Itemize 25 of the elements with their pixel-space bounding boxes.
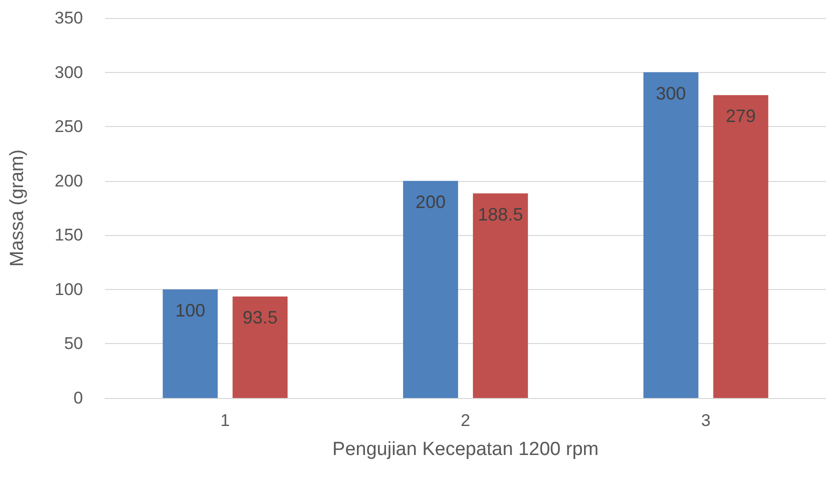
bar bbox=[162, 289, 218, 398]
y-tick-label: 350 bbox=[54, 8, 83, 28]
bar bbox=[232, 296, 288, 398]
data-label: 93.5 bbox=[242, 307, 278, 328]
data-label: 100 bbox=[175, 300, 206, 320]
bar bbox=[713, 95, 768, 398]
x-tick-label: 3 bbox=[701, 411, 711, 430]
x-axis-title: Pengujian Kecepatan 1200 rpm bbox=[332, 439, 599, 460]
data-label: 200 bbox=[416, 192, 446, 212]
y-tick-label: 0 bbox=[74, 388, 83, 408]
y-tick-label: 150 bbox=[54, 226, 83, 245]
y-tick-label: 200 bbox=[54, 171, 83, 190]
y-tick-label: 50 bbox=[64, 334, 83, 354]
data-label: 300 bbox=[656, 83, 686, 104]
y-tick-label: 300 bbox=[54, 62, 83, 82]
y-tick-label: 100 bbox=[54, 280, 83, 299]
y-tick-label: 250 bbox=[54, 117, 83, 136]
y-axis-title: Massa (gram) bbox=[7, 149, 28, 267]
x-tick-label: 1 bbox=[220, 411, 230, 430]
bar bbox=[403, 180, 458, 398]
bar bbox=[472, 193, 528, 398]
x-tick-label: 2 bbox=[460, 411, 470, 430]
data-label: 188.5 bbox=[478, 204, 523, 224]
bar bbox=[643, 72, 698, 398]
data-label: 279 bbox=[726, 106, 756, 126]
